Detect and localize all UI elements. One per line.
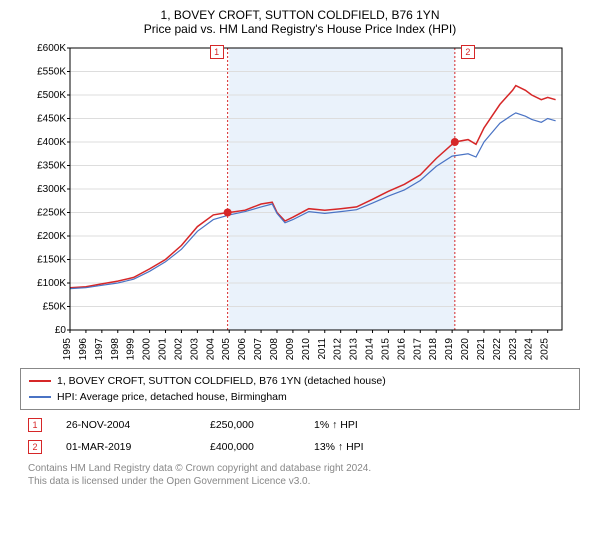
x-tick-label: 2000 (142, 338, 153, 361)
x-tick-label: 2013 (349, 338, 360, 361)
x-tick-label: 2017 (412, 338, 423, 361)
x-tick-label: 2004 (205, 338, 216, 361)
y-tick-label: £50K (43, 302, 67, 313)
footer-line1: Contains HM Land Registry data © Crown c… (28, 462, 572, 475)
x-tick-label: 2005 (221, 338, 232, 361)
x-tick-label: 1995 (62, 338, 73, 361)
x-tick-label: 2001 (158, 338, 169, 361)
x-tick-label: 2009 (285, 338, 296, 361)
y-tick-label: £100K (37, 278, 66, 289)
x-tick-label: 2024 (524, 338, 535, 361)
x-tick-label: 1999 (126, 338, 137, 361)
marker-row: 2 01-MAR-2019 £400,000 13% ↑ HPI (28, 438, 572, 456)
y-tick-label: £500K (37, 90, 66, 101)
x-tick-label: 2020 (460, 338, 471, 361)
legend-swatch (29, 396, 51, 398)
legend-label: 1, BOVEY CROFT, SUTTON COLDFIELD, B76 1Y… (57, 375, 386, 387)
marker-dot-2 (451, 138, 459, 146)
marker-row-badge: 2 (28, 440, 42, 454)
y-tick-label: £350K (37, 161, 66, 172)
y-tick-label: £150K (37, 255, 66, 266)
footer-line2: This data is licensed under the Open Gov… (28, 475, 572, 488)
x-tick-label: 2010 (301, 338, 312, 361)
marker-date: 01-MAR-2019 (66, 441, 186, 453)
marker-price: £400,000 (210, 441, 290, 453)
x-tick-label: 1997 (94, 338, 105, 361)
chart-svg: £0 £50K £100K £150K £200K £250K £300K £350K £400… (20, 42, 578, 362)
x-tick-label: 2023 (508, 338, 519, 361)
x-tick-label: 2006 (237, 338, 248, 361)
legend-item: 1, BOVEY CROFT, SUTTON COLDFIELD, B76 1Y… (29, 373, 571, 389)
legend-item: HPI: Average price, detached house, Birm… (29, 389, 571, 405)
footer-attribution: Contains HM Land Registry data © Crown c… (20, 462, 580, 488)
chart-title: 1, BOVEY CROFT, SUTTON COLDFIELD, B76 1Y… (20, 8, 580, 36)
y-tick-label: £550K (37, 67, 66, 78)
y-tick-label: £300K (37, 184, 66, 195)
marker-pct: 1% ↑ HPI (314, 419, 404, 431)
y-tick-label: £450K (37, 114, 66, 125)
x-tick-label: 2018 (428, 338, 439, 361)
legend-swatch (29, 380, 51, 382)
title-line1: 1, BOVEY CROFT, SUTTON COLDFIELD, B76 1Y… (20, 8, 580, 22)
marker-badge-1: 1 (210, 45, 224, 59)
y-tick-label: £200K (37, 231, 66, 242)
x-tick-label: 2014 (365, 338, 376, 361)
y-tick-label: £400K (37, 137, 66, 148)
marker-date: 26-NOV-2004 (66, 419, 186, 431)
x-tick-label: 2015 (380, 338, 391, 361)
x-tick-label: 2016 (396, 338, 407, 361)
legend-label: HPI: Average price, detached house, Birm… (57, 391, 287, 403)
x-tick-label: 1996 (78, 338, 89, 361)
marker-badge-2: 2 (461, 45, 475, 59)
x-tick-label: 2025 (540, 338, 551, 361)
legend: 1, BOVEY CROFT, SUTTON COLDFIELD, B76 1Y… (20, 368, 580, 410)
x-tick-label: 1998 (110, 338, 121, 361)
marker-row-badge: 1 (28, 418, 42, 432)
x-tick-label: 2021 (476, 338, 487, 361)
marker-price: £250,000 (210, 419, 290, 431)
marker-dot-1 (224, 209, 232, 217)
y-tick-label: £250K (37, 208, 66, 219)
x-tick-label: 2019 (444, 338, 455, 361)
title-line2: Price paid vs. HM Land Registry's House … (20, 22, 580, 36)
x-tick-label: 2022 (492, 338, 503, 361)
chart: £0 £50K £100K £150K £200K £250K £300K £350K £400… (20, 42, 580, 362)
marker-row: 1 26-NOV-2004 £250,000 1% ↑ HPI (28, 416, 572, 434)
y-tick-label: £600K (37, 43, 66, 54)
marker-pct: 13% ↑ HPI (314, 441, 404, 453)
x-tick-label: 2012 (333, 338, 344, 361)
y-tick-label: £0 (55, 325, 67, 336)
marker-rows: 1 26-NOV-2004 £250,000 1% ↑ HPI 2 01-MAR-2019… (20, 416, 580, 456)
x-tick-label: 2011 (317, 338, 328, 360)
x-tick-label: 2007 (253, 338, 264, 361)
x-tick-label: 2002 (173, 338, 184, 361)
x-tick-label: 2008 (269, 338, 280, 361)
x-tick-label: 2003 (189, 338, 200, 361)
